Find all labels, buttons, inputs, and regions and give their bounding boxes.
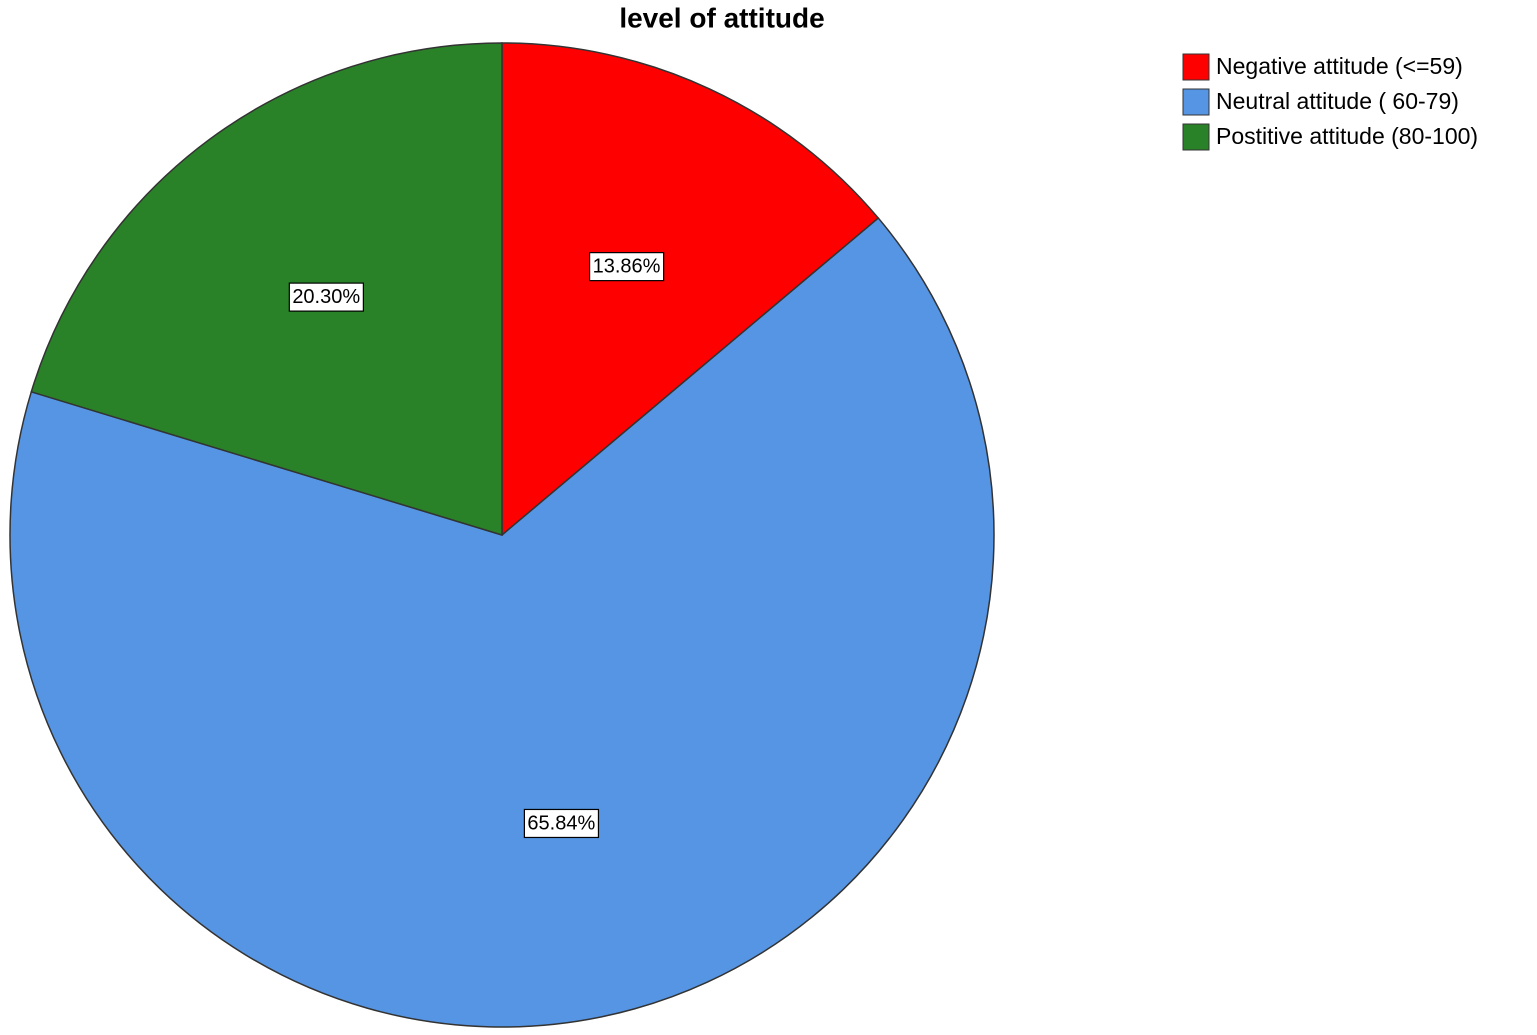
legend-swatch xyxy=(1182,53,1210,81)
data-label-box xyxy=(288,282,364,312)
data-label-text: 20.30% xyxy=(292,286,360,308)
data-label: 65.84% xyxy=(523,808,600,839)
pie-slice xyxy=(30,42,503,537)
data-label-box xyxy=(523,808,600,839)
data-label-box xyxy=(588,252,665,282)
legend-swatch xyxy=(1182,88,1210,116)
legend-swatch xyxy=(1182,123,1210,151)
chart-title: level of attitude xyxy=(619,2,824,33)
legend-label: Neutral attitude ( 60-79) xyxy=(1216,88,1459,114)
pie-slice xyxy=(501,42,880,537)
data-label: 13.86% xyxy=(588,252,665,282)
legend-label: Negative attitude (<=59) xyxy=(1216,53,1463,79)
data-label-text: 13.86% xyxy=(593,256,661,278)
data-label-text: 65.84% xyxy=(527,812,595,834)
pie-slice xyxy=(9,217,995,1028)
legend-label: Postitive attitude (80-100) xyxy=(1216,123,1478,149)
data-label: 20.30% xyxy=(288,282,364,312)
